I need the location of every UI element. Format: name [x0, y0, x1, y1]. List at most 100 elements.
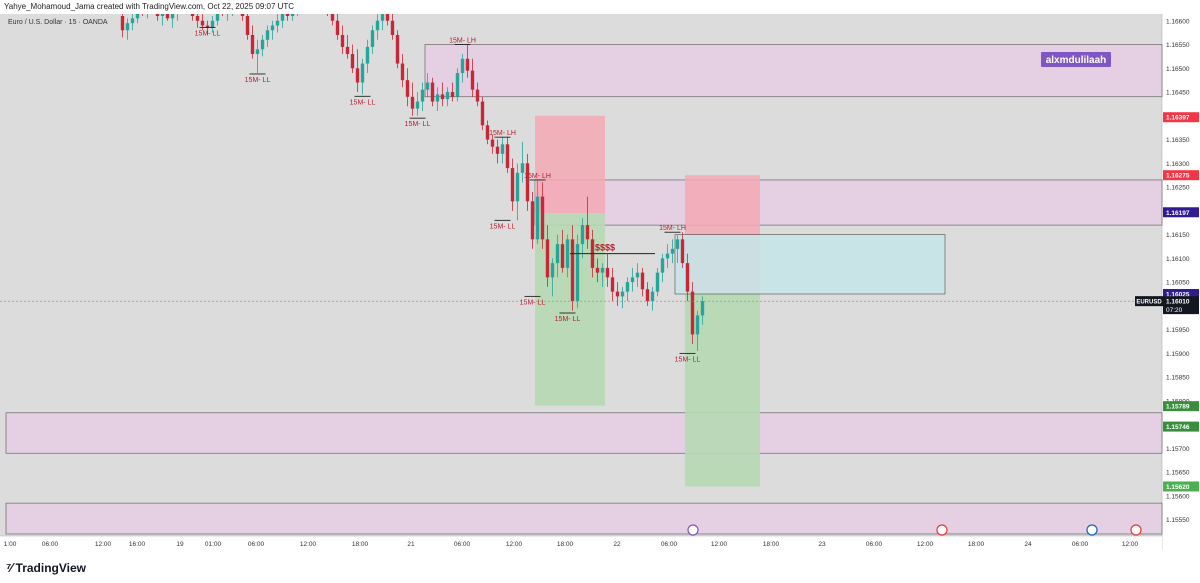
candle-body-69 [465, 58, 470, 71]
y-tick-label-16: 1.15600 [1166, 493, 1190, 500]
candle-body-3 [135, 6, 140, 19]
y-tick-label-3: 1.16450 [1166, 90, 1190, 97]
candle-body-97 [605, 267, 610, 278]
x-tick-label-12: 18:00 [557, 541, 574, 548]
swing-label-2: 15M- LL [350, 99, 376, 106]
candle-body-96 [600, 267, 605, 273]
x-tick-label-23: 12:00 [1122, 541, 1139, 548]
supply-zone-1 [534, 179, 1163, 226]
candle-body-15 [195, 16, 200, 21]
x-tick-label-22: 06:00 [1072, 541, 1089, 548]
tradingview-logo-icon: ⁷∕ [6, 560, 12, 575]
candle-body-88 [560, 244, 565, 268]
candle-body-109 [665, 253, 670, 259]
candle-body-64 [440, 94, 445, 100]
candle-body-58 [410, 96, 415, 109]
x-tick-label-16: 18:00 [763, 541, 780, 548]
price-badge-1 [1163, 170, 1199, 181]
candlestick-chart[interactable]: Euro / U.S. Dollar · 15 · OANDA 15M- LL 1… [0, 0, 1200, 550]
y-tick-label-5: 1.16300 [1166, 161, 1190, 168]
x-tick-label-19: 12:00 [917, 541, 934, 548]
candle-body-79 [515, 172, 520, 202]
candle-body-68 [460, 58, 465, 74]
candle-body-25 [245, 16, 250, 36]
candle-body-32 [280, 11, 285, 21]
swing-label-6: 15M- LL [490, 223, 516, 230]
price-badge-text-4: 1.15789 [1166, 404, 1190, 411]
time-axis-background [0, 536, 1162, 550]
economic-event-icon-2 [1086, 524, 1098, 536]
price-badge-2 [1163, 207, 1199, 218]
candle-body-33 [285, 11, 290, 16]
candle-body-110 [670, 248, 675, 254]
x-tick-label-5: 01:00 [205, 541, 222, 548]
candle-body-16 [200, 20, 205, 26]
candle-body-67 [455, 73, 460, 97]
candle-body-76 [500, 144, 505, 154]
swing-label-10: 15M- LH [659, 225, 686, 232]
swing-label-4: 15M- LL [405, 121, 431, 128]
price-axis-background [1162, 14, 1200, 550]
candle-body-107 [655, 272, 660, 292]
candle-body-77 [505, 144, 510, 169]
candle-body-34 [290, 6, 295, 16]
candle-body-70 [470, 70, 475, 90]
candle-body-55 [395, 35, 400, 64]
price-badge-text-0: 1.16397 [1166, 115, 1190, 122]
candle-body-66 [450, 92, 455, 97]
position-stop-zone-0 [535, 115, 605, 214]
candle-body-99 [615, 291, 620, 297]
candle-body-44 [340, 35, 345, 47]
y-tick-label-9: 1.16050 [1166, 280, 1190, 287]
swing-label-7: 15M- LH [524, 173, 551, 180]
candle-body-106 [650, 291, 655, 302]
candle-body-93 [585, 225, 590, 240]
current-price-text: 1.16010 [1166, 299, 1190, 306]
chart-area[interactable]: Euro / U.S. Dollar · 15 · OANDA 15M- LL 1… [0, 0, 1200, 550]
x-tick-label-15: 12:00 [711, 541, 728, 548]
credit-text: Yahye_Mohamoud_Jama created with Trading… [4, 2, 295, 11]
candle-body-115 [695, 315, 700, 335]
candle-body-73 [485, 125, 490, 140]
countdown-text: 07:20 [1166, 307, 1183, 314]
y-tick-label-14: 1.15700 [1166, 446, 1190, 453]
swing-label-11: 15M- LL [675, 356, 701, 363]
candle-body-61 [425, 82, 430, 90]
candle-body-63 [435, 94, 440, 102]
candle-body-95 [595, 267, 600, 273]
candle-body-10 [170, 13, 175, 19]
tradingview-logo[interactable]: ⁷∕ TradingView [6, 560, 86, 575]
supply-zone-0 [424, 44, 1163, 98]
candle-body-100 [620, 291, 625, 297]
y-tick-label-7: 1.16150 [1166, 232, 1190, 239]
candle-body-111 [675, 239, 680, 249]
candle-body-74 [490, 139, 495, 147]
candle-body-46 [350, 54, 355, 69]
candle-body-85 [545, 239, 550, 278]
swing-label-3: 15M- LH [449, 38, 476, 45]
candle-body-84 [540, 196, 545, 240]
candle-body-104 [640, 272, 645, 290]
candle-body-56 [400, 63, 405, 81]
candle-body-91 [575, 244, 580, 302]
symbol-badge [1135, 296, 1163, 307]
y-tick-label-2: 1.16500 [1166, 66, 1190, 73]
x-tick-label-10: 06:00 [454, 541, 471, 548]
x-tick-label-20: 18:00 [968, 541, 985, 548]
liquidity-label: $$$$ [595, 243, 615, 253]
candle-body-9 [165, 11, 170, 19]
y-tick-label-1: 1.16550 [1166, 42, 1190, 49]
x-tick-label-13: 22 [613, 541, 621, 548]
y-tick-label-10: 1.15950 [1166, 327, 1190, 334]
y-tick-label-8: 1.16100 [1166, 256, 1190, 263]
x-tick-label-8: 18:00 [352, 541, 369, 548]
candle-body-31 [275, 20, 280, 26]
symbol-badge-text: EURUSD [1136, 300, 1162, 306]
candle-body-1 [125, 23, 130, 31]
price-badge-text-1: 1.16275 [1166, 173, 1190, 180]
price-badge-text-5: 1.15746 [1166, 424, 1190, 431]
x-tick-label-21: 24 [1024, 541, 1032, 548]
swing-label-5: 15M- LH [489, 130, 516, 137]
candle-body-116 [700, 301, 705, 316]
price-badge-6 [1163, 481, 1199, 492]
